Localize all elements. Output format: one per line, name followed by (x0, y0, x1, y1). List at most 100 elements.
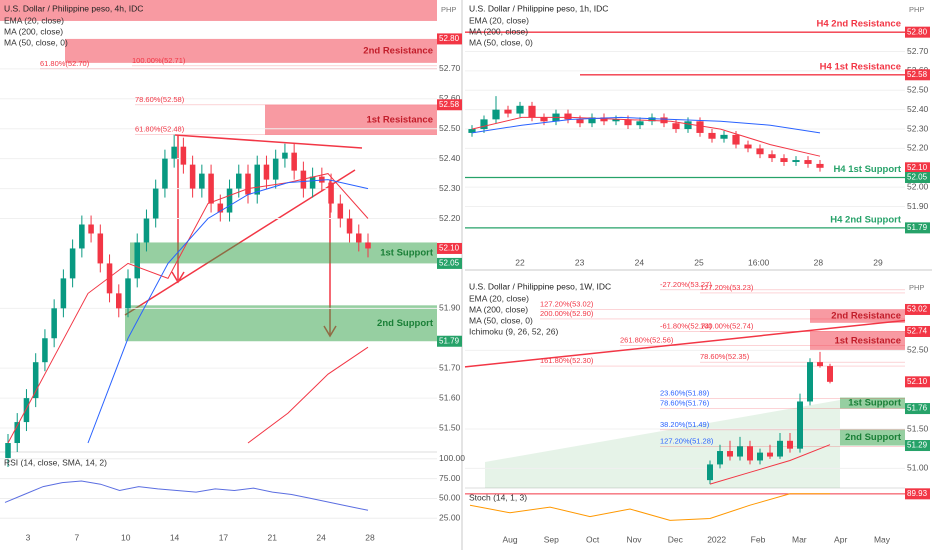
candle-body (226, 188, 233, 213)
candle-body (245, 173, 251, 195)
zone (65, 38, 437, 63)
fib-label: 38.20%(51.49) (660, 420, 710, 429)
candle-body (236, 173, 242, 189)
candle-body (600, 117, 608, 122)
level-label: H4 2nd Support (830, 214, 902, 225)
zone-label: 1st Support (380, 247, 434, 258)
price-tag-label: 52.10 (439, 244, 460, 253)
arrow-head (171, 271, 185, 284)
y-tick-label: 51.00 (907, 463, 929, 473)
candle-body (272, 158, 279, 180)
x-tick-label: Aug (502, 534, 517, 544)
x-tick-label: May (874, 534, 891, 544)
chart-title: U.S. Dollar / Philippine peso, 1h, IDC (469, 3, 608, 13)
price-tag (905, 162, 930, 174)
price-tag (905, 440, 930, 452)
candle-body (648, 117, 656, 122)
candle-body (23, 398, 30, 423)
zone-label: 1st Resistance (366, 114, 433, 125)
indicator-legend: MA (50, close, 0) (469, 315, 533, 325)
candle-body (180, 146, 187, 165)
level-label: H4 2nd Resistance (817, 19, 901, 30)
x-tick-label: 14 (170, 532, 180, 542)
chart-title: U.S. Dollar / Philippine peso, 1W, IDC (469, 281, 611, 291)
price-tag-label: 51.79 (907, 223, 928, 232)
candle-body (636, 121, 644, 126)
candle-body (708, 132, 716, 139)
x-tick-label: Oct (586, 534, 600, 544)
candle-body (504, 109, 512, 114)
candle-body (263, 164, 270, 180)
candle-body (171, 146, 177, 159)
fib-label: 61.80%(52.48) (135, 125, 185, 134)
y-tick-label: 51.50 (439, 422, 461, 432)
x-tick-label: 10 (121, 532, 131, 542)
y-tick-label: 52.50 (439, 123, 461, 133)
currency-label: PHP (909, 5, 924, 14)
price-tag (905, 325, 930, 337)
fib-label: 61.80%(52.70) (40, 59, 90, 68)
indicator-line (471, 116, 821, 134)
x-tick-label: 3 (26, 532, 31, 542)
y-tick-label: 75.00 (439, 473, 461, 483)
zone-label: 1st Support (848, 398, 902, 409)
candle-body (492, 109, 500, 120)
fib-label: 127.20%(53.23) (700, 283, 754, 292)
fib-label: -61.80%(52.74) (660, 321, 712, 330)
x-tick-label: Apr (834, 534, 847, 544)
candle-body (291, 152, 297, 171)
y-tick-label: 51.50 (907, 423, 929, 433)
candle-body (516, 105, 524, 114)
candle-body (727, 451, 733, 457)
price-tag (905, 171, 930, 183)
candle-body (564, 113, 572, 120)
oscillator-title: RSI (14, close, SMA, 14, 2) (4, 457, 107, 467)
candle-body (199, 173, 205, 189)
fib-label: 100.00%(52.71) (132, 56, 186, 65)
indicator-legend: MA (200, close) (4, 26, 63, 36)
indicator-legend: EMA (20, close) (469, 293, 529, 303)
level-label: H4 1st Support (833, 164, 901, 175)
fib-label: 161.80%(52.30) (540, 356, 594, 365)
zone (810, 331, 905, 351)
trendline (174, 134, 363, 149)
candle-body (97, 233, 104, 264)
price-tag-label: 52.05 (439, 259, 460, 268)
y-tick-label: 52.40 (907, 104, 929, 114)
price-tag-label: 52.74 (907, 327, 928, 336)
candle-body (767, 452, 773, 457)
y-tick-label: 51.90 (907, 201, 929, 211)
candle-body (116, 293, 122, 309)
y-tick-label: 52.50 (907, 85, 929, 95)
zone (130, 242, 437, 264)
x-tick-label: 23 (575, 257, 585, 267)
candle-body (254, 164, 260, 195)
price-tag-label: 51.29 (907, 441, 928, 450)
x-tick-label: 24 (316, 532, 326, 542)
x-tick-label: Mar (792, 534, 807, 544)
candle-body (143, 218, 150, 243)
candle-body (152, 188, 159, 219)
x-tick-label: 28 (365, 532, 375, 542)
indicator-legend: EMA (20, close) (4, 15, 64, 25)
candle-body (346, 218, 353, 234)
candle-body (768, 154, 776, 159)
price-tag-label: 52.05 (907, 173, 928, 182)
candle-body (780, 158, 788, 162)
candle-body (672, 123, 680, 130)
candle-body (14, 422, 20, 444)
y-tick-label: 51.60 (439, 392, 461, 402)
candle-body (42, 338, 48, 363)
fib-label: 127.20%(51.28) (660, 436, 714, 445)
y-tick-label: 100.00 (439, 453, 465, 463)
price-tag-label: 51.79 (439, 336, 460, 345)
candle-body (816, 163, 824, 168)
fib-label: 78.60%(52.58) (135, 95, 185, 104)
candle-body (660, 117, 668, 124)
x-tick-label: Sep (544, 534, 559, 544)
candle-body (756, 148, 764, 155)
x-tick-label: 2022 (707, 534, 726, 544)
price-tag (437, 99, 462, 111)
zone-label: 1st Resistance (834, 335, 901, 346)
price-tag (905, 376, 930, 388)
